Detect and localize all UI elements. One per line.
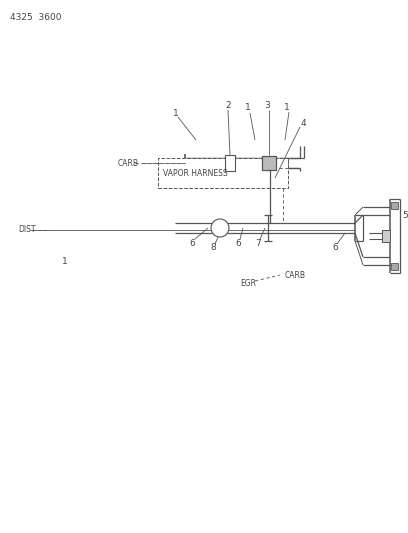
FancyBboxPatch shape <box>158 158 288 188</box>
Text: EGR: EGR <box>240 279 256 287</box>
Text: CARB: CARB <box>285 271 306 279</box>
Text: 3: 3 <box>264 101 270 109</box>
Text: CARB: CARB <box>118 158 139 167</box>
Text: 6: 6 <box>332 244 338 253</box>
Text: 4325  3600: 4325 3600 <box>10 13 62 22</box>
Text: 6: 6 <box>189 238 195 247</box>
Text: VAPOR HARNESS: VAPOR HARNESS <box>163 168 228 177</box>
Text: 5: 5 <box>402 212 408 221</box>
Bar <box>391 263 398 270</box>
Text: 8: 8 <box>210 244 216 253</box>
Text: 4: 4 <box>300 118 306 127</box>
Bar <box>382 230 390 242</box>
Circle shape <box>211 219 229 237</box>
Text: 1: 1 <box>284 102 290 111</box>
Text: 1: 1 <box>62 256 68 265</box>
Bar <box>391 202 398 209</box>
Text: 7: 7 <box>255 238 261 247</box>
Text: 6: 6 <box>235 238 241 247</box>
Text: 2: 2 <box>225 101 231 109</box>
Bar <box>225 155 235 171</box>
Text: 1: 1 <box>173 109 179 117</box>
Text: DIST: DIST <box>18 225 35 235</box>
Text: 1: 1 <box>245 103 251 112</box>
Bar <box>262 156 276 170</box>
